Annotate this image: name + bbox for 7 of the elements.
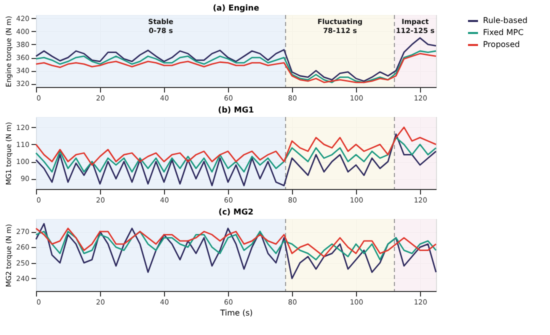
chart-title: (b) MG1 — [218, 106, 254, 115]
chart-title: (a) Engine — [212, 3, 260, 12]
chart-title: (c) MG2 — [218, 208, 254, 217]
legend-label: Fixed MPC — [483, 28, 524, 37]
legend-label: Rule-based — [483, 16, 528, 25]
x-axis-title: Time (s) — [219, 308, 253, 318]
legend-label: Proposed — [483, 40, 520, 49]
